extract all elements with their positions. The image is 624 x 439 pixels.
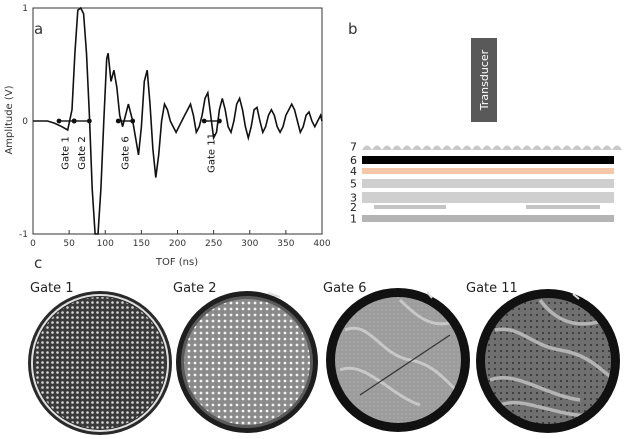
x-tick-label: 100	[97, 239, 114, 249]
layer-band	[526, 205, 600, 209]
layer-band	[362, 192, 614, 203]
scan-image-gate-2	[176, 291, 318, 433]
gate-label: Gate 6	[120, 136, 131, 170]
gate-label: Gate 1	[61, 136, 72, 170]
layer-number-label: 7	[350, 141, 357, 154]
scan-image-gate-1	[28, 291, 172, 435]
axis-ticks: 0 50 100 150 200 250 300 350 400-101	[19, 4, 331, 249]
layer-number-label: 6	[350, 154, 357, 167]
layer-band	[362, 156, 614, 164]
transducer-block: Transducer	[471, 38, 497, 122]
layer-band	[362, 215, 614, 222]
transducer-label: Transducer	[478, 49, 491, 111]
gate-image-title-4: Gate 11	[466, 281, 518, 296]
gate-image-title-1: Gate 1	[30, 281, 74, 296]
layer-number-label: 1	[350, 213, 357, 226]
layer-band	[374, 205, 446, 209]
gate-marker	[56, 118, 62, 124]
layer-number-label: 4	[350, 165, 357, 178]
layer-number-label: 3	[350, 192, 357, 205]
gate-marker	[71, 118, 77, 124]
x-tick-label: 50	[63, 239, 75, 249]
x-tick-label: 250	[205, 239, 222, 249]
layer-number-label: 5	[350, 178, 357, 191]
x-tick-label: 200	[169, 239, 186, 249]
x-tick-label: 0	[30, 239, 36, 249]
y-axis-label: Amplitude (V)	[4, 85, 15, 154]
y-tick-label: 0	[22, 117, 28, 127]
gate-marker	[201, 118, 207, 124]
layer-band	[362, 145, 622, 150]
x-tick-label: 150	[133, 239, 150, 249]
panel-label-c: c	[34, 254, 43, 272]
gate-marker	[115, 118, 121, 124]
series-line	[33, 6, 323, 235]
panel-label-b: b	[348, 20, 358, 38]
waveform-chart: 0 50 100 150 200 250 300 350 400-101 Gate 1 Gate …	[4, 4, 331, 268]
x-tick-label: 400	[313, 239, 330, 249]
layer-band	[362, 179, 614, 188]
gate-label: Gate 2	[77, 136, 88, 170]
x-axis-label: TOF (ns)	[155, 257, 198, 268]
x-tick-label: 350	[277, 239, 294, 249]
scan-image-gate-11	[476, 289, 620, 433]
panel-label-a: a	[34, 20, 44, 38]
scan-image-gate-6	[326, 288, 470, 432]
layer-band	[362, 168, 614, 174]
gate-image-title-2: Gate 2	[173, 281, 217, 296]
y-tick-label: -1	[19, 230, 28, 240]
layer-number-label: 2	[350, 201, 357, 214]
gate-image-title-3: Gate 6	[323, 281, 367, 296]
gate-label: Gate 11	[206, 133, 217, 173]
x-tick-label: 300	[241, 239, 258, 249]
y-tick-label: 1	[22, 4, 28, 14]
